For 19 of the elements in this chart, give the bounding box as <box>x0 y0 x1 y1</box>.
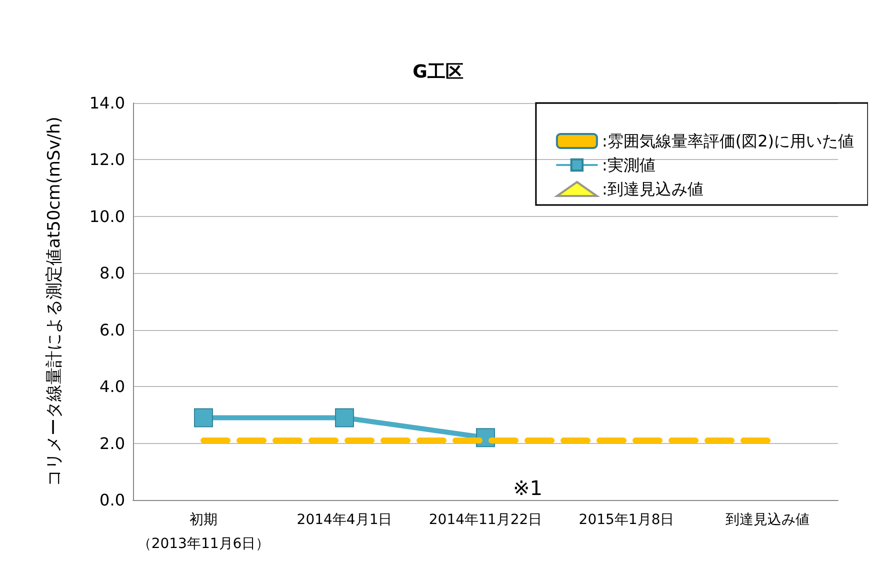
x-tick-label: 2014年11月22日 <box>428 512 542 528</box>
legend-label: :到達見込み値 <box>602 180 704 198</box>
y-tick-label: 6.0 <box>100 320 125 340</box>
y-tick-label: 8.0 <box>100 264 125 283</box>
y-tick-label: 10.0 <box>89 206 125 226</box>
x-tick-label: 2015年1月8日 <box>578 512 674 528</box>
legend-label: :雰囲気線量率評価(図2)に用いた値 <box>602 132 854 150</box>
y-tick-label: 2.0 <box>100 434 125 453</box>
x-tick-label: 初期（2013年11月6日） <box>137 512 270 552</box>
chart-title: G工区 <box>412 62 464 82</box>
y-tick-label: 4.0 <box>100 377 125 396</box>
y-tick-label: 0.0 <box>100 490 125 510</box>
y-axis-title: コリメータ線量計による測定値at50cm(mSv/h) <box>44 116 64 486</box>
y-tick-label: 14.0 <box>89 94 125 112</box>
x-tick-label: 2014年4月1日 <box>296 512 392 528</box>
x-tick-label: 到達見込み値 <box>726 512 810 528</box>
legend-label: :実測値 <box>602 156 656 174</box>
y-tick-label: 12.0 <box>89 150 125 170</box>
annotation: ※1 <box>513 476 542 500</box>
